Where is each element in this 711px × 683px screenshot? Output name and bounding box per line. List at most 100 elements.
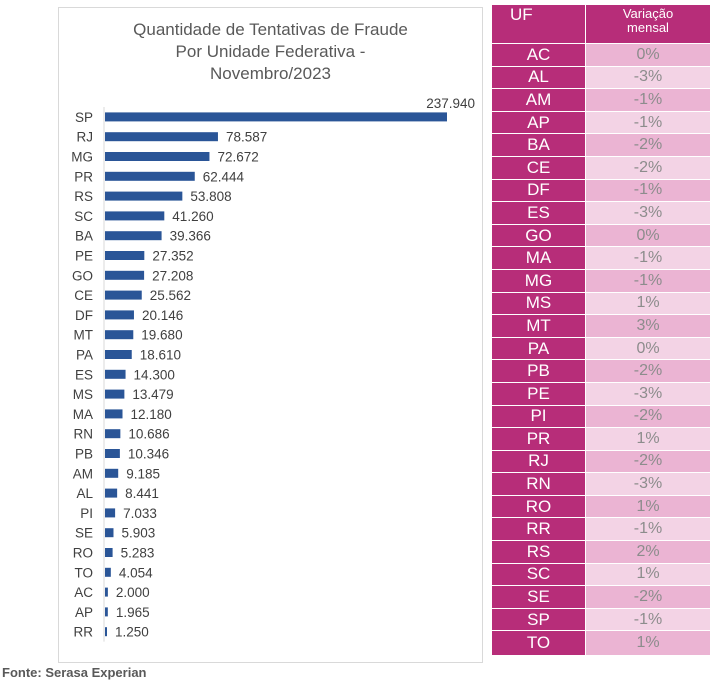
value-label: 7.033: [123, 506, 157, 521]
value-label: 14.300: [134, 367, 175, 382]
value-label: 1.250: [115, 625, 149, 640]
table-row: MT 3%: [491, 314, 711, 338]
uf-cell: PR: [491, 427, 586, 451]
uf-cell: MG: [491, 268, 586, 293]
bar: [105, 112, 447, 122]
chart-title-line-3: Novembro/2023: [210, 64, 331, 83]
bar: [105, 528, 114, 538]
uf-cell: AM: [491, 88, 586, 112]
category-label: RO: [73, 546, 93, 561]
table-row: RS 2%: [491, 540, 711, 564]
value-label: 2.000: [116, 585, 150, 600]
category-label: RJ: [77, 130, 94, 145]
bar: [105, 389, 125, 399]
variation-cell: -3%: [585, 201, 711, 225]
table-row: PA 0%: [491, 336, 711, 361]
category-label: SP: [75, 110, 93, 125]
header-variation-line-2: mensal: [627, 20, 669, 35]
value-label: 10.686: [128, 427, 169, 442]
value-label: 13.479: [132, 387, 173, 402]
uf-cell: PB: [491, 359, 586, 383]
bar: [105, 211, 165, 221]
value-label: 12.180: [131, 407, 172, 422]
table-row: MS 1%: [491, 291, 711, 316]
table-row: CE -2%: [491, 155, 711, 180]
bar: [105, 607, 108, 617]
variation-cell: 1%: [585, 427, 711, 451]
table-row: PB -2%: [491, 359, 711, 383]
table-row: GO 0%: [491, 223, 711, 248]
category-label: AL: [76, 486, 93, 501]
uf-cell: PA: [491, 336, 586, 361]
value-label: 5.283: [121, 546, 155, 561]
table-row: RO 1%: [491, 494, 711, 519]
source-note: Fonte: Serasa Experian: [2, 665, 147, 680]
category-label: RS: [74, 189, 93, 204]
table-row: AL -3%: [491, 65, 711, 90]
variation-cell: 0%: [585, 223, 711, 248]
bar: [105, 429, 121, 439]
table-row: BA -2%: [491, 133, 711, 157]
uf-cell: SC: [491, 562, 586, 587]
table-row: AP -1%: [491, 110, 711, 135]
variation-cell: 1%: [585, 630, 711, 657]
uf-cell: SP: [491, 607, 586, 632]
variation-cell: 1%: [585, 291, 711, 316]
category-label: PA: [76, 348, 93, 363]
variation-cell: -1%: [585, 268, 711, 293]
uf-cell: RR: [491, 517, 586, 542]
uf-cell: GO: [491, 223, 586, 248]
category-label: TO: [74, 565, 93, 580]
variation-cell: 1%: [585, 494, 711, 519]
value-label: 53.808: [190, 189, 231, 204]
chart-title-line-2: Por Unidade Federativa -: [175, 42, 366, 61]
category-label: RR: [74, 625, 94, 640]
table-row: TO 1%: [491, 630, 711, 657]
category-label: PE: [75, 249, 93, 264]
variation-cell: -1%: [585, 607, 711, 632]
bar: [105, 231, 162, 241]
value-label: 62.444: [203, 169, 245, 184]
table-row: AM -1%: [491, 88, 711, 112]
bar: [105, 152, 210, 161]
uf-cell: CE: [491, 155, 586, 180]
category-label: AP: [75, 605, 93, 620]
value-label: 10.346: [128, 447, 169, 462]
bar: [105, 508, 116, 518]
table-row: RN -3%: [491, 472, 711, 496]
variation-cell: -1%: [585, 517, 711, 542]
category-label: SE: [75, 526, 93, 541]
category-label: MT: [74, 328, 94, 343]
bar: [105, 409, 123, 419]
uf-cell: MT: [491, 314, 586, 338]
uf-cell: RO: [491, 494, 586, 519]
category-label: BA: [75, 229, 93, 244]
table-row: ES -3%: [491, 201, 711, 225]
uf-cell: PI: [491, 404, 586, 429]
category-label: CE: [74, 288, 93, 303]
bar: [105, 350, 132, 359]
uf-cell: AL: [491, 65, 586, 90]
bar: [105, 191, 183, 201]
variation-cell: 2%: [585, 540, 711, 564]
table-row: MG -1%: [491, 268, 711, 293]
variation-cell: -2%: [585, 155, 711, 180]
bar: [105, 449, 120, 458]
uf-cell: RS: [491, 540, 586, 564]
value-label: 237.940: [426, 96, 475, 111]
variation-cell: -2%: [585, 404, 711, 429]
uf-cell: RJ: [491, 449, 586, 474]
uf-cell: RN: [491, 472, 586, 496]
bar: [105, 310, 134, 320]
bar: [105, 251, 145, 260]
variation-cell: -3%: [585, 472, 711, 496]
value-label: 9.185: [126, 466, 160, 481]
value-label: 27.208: [152, 268, 193, 283]
category-label: MS: [73, 387, 93, 402]
table-row: AC 0%: [491, 43, 711, 67]
value-label: 1.965: [116, 605, 150, 620]
category-label: PI: [80, 506, 93, 521]
table-row: PI -2%: [491, 404, 711, 429]
category-label: AM: [73, 466, 93, 481]
value-label: 20.146: [142, 308, 183, 323]
